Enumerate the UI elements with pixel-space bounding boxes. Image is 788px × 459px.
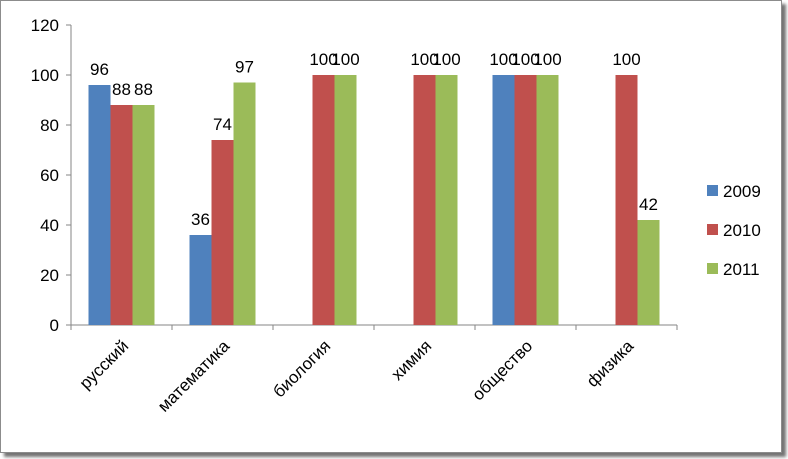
category-label: русский bbox=[76, 336, 133, 393]
data-label: 100 bbox=[612, 50, 640, 69]
legend-swatch bbox=[707, 185, 718, 196]
bar bbox=[514, 75, 537, 325]
legend: 2009 2010 2011 bbox=[707, 182, 761, 279]
data-label: 42 bbox=[639, 195, 658, 214]
chart-frame: 0 20 40 60 80 100 120 русский математика биология… bbox=[0, 0, 782, 453]
bar bbox=[110, 105, 133, 325]
data-label: 100 bbox=[309, 50, 337, 69]
data-label: 100 bbox=[331, 50, 359, 69]
category-label: физика bbox=[583, 336, 638, 391]
data-label: 100 bbox=[432, 50, 460, 69]
bar bbox=[233, 82, 256, 325]
bar bbox=[189, 235, 212, 325]
y-tick-label: 120 bbox=[31, 16, 59, 35]
bar bbox=[637, 220, 660, 325]
bar bbox=[132, 105, 155, 325]
y-tick-label: 100 bbox=[31, 66, 59, 85]
data-label: 36 bbox=[191, 210, 210, 229]
data-label: 88 bbox=[134, 80, 153, 99]
bar bbox=[334, 75, 357, 325]
legend-label: 2011 bbox=[723, 260, 760, 279]
bar bbox=[88, 85, 111, 325]
category-label: общество bbox=[468, 336, 536, 404]
y-tick-label: 40 bbox=[40, 216, 59, 235]
category-label: биология bbox=[269, 336, 334, 401]
bar bbox=[211, 140, 234, 325]
y-tick-label: 20 bbox=[40, 266, 59, 285]
y-tick-label: 0 bbox=[50, 316, 59, 335]
data-label: 74 bbox=[213, 115, 232, 134]
data-label: 96 bbox=[90, 60, 109, 79]
legend-label: 2010 bbox=[723, 221, 761, 240]
data-label: 88 bbox=[112, 80, 131, 99]
bar bbox=[536, 75, 559, 325]
legend-swatch bbox=[707, 263, 718, 274]
data-label: 100 bbox=[489, 50, 517, 69]
data-label: 100 bbox=[410, 50, 438, 69]
y-tick-label: 60 bbox=[40, 166, 59, 185]
bars bbox=[88, 75, 660, 325]
bar bbox=[413, 75, 436, 325]
bar bbox=[435, 75, 458, 325]
data-label: 100 bbox=[533, 50, 561, 69]
bar bbox=[312, 75, 335, 325]
bar-chart: 0 20 40 60 80 100 120 русский математика биология… bbox=[31, 16, 761, 416]
category-label: математика bbox=[154, 336, 234, 416]
legend-label: 2009 bbox=[723, 182, 761, 201]
y-tick-label: 80 bbox=[40, 116, 59, 135]
data-label: 100 bbox=[511, 50, 539, 69]
category-label: химия bbox=[388, 336, 436, 384]
bar bbox=[615, 75, 638, 325]
bar bbox=[492, 75, 515, 325]
legend-swatch bbox=[707, 224, 718, 235]
data-label: 97 bbox=[235, 58, 254, 77]
